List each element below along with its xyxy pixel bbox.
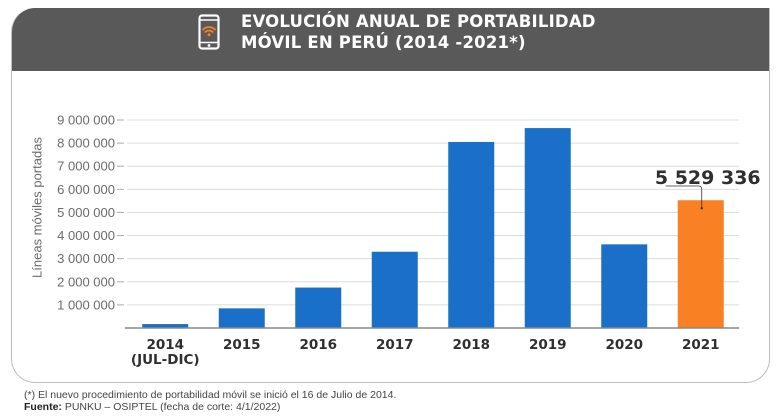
y-tick-label: 9 000 000	[57, 113, 115, 128]
y-tick-label: 4 000 000	[57, 228, 115, 243]
bar-2019	[524, 128, 571, 328]
y-tick-label: 7 000 000	[57, 159, 115, 174]
x-tick-label: 2015	[223, 337, 261, 353]
bar-2018	[448, 141, 495, 328]
source-note: Fuente: PUNKU – OSIPTEL (fecha de corte:…	[24, 401, 280, 413]
y-tick-label: 5 000 000	[57, 205, 115, 220]
x-tick-label: 2016	[299, 337, 337, 353]
chart-header	[12, 8, 769, 71]
x-tick-label: 2020	[605, 337, 643, 353]
bar-2021	[677, 200, 724, 328]
source-label: Fuente:	[24, 401, 62, 413]
smartphone-wifi-icon	[198, 14, 220, 50]
source-text: PUNKU – OSIPTEL (fecha de corte: 4/1/202…	[61, 401, 281, 413]
annotation-leader-line	[665, 185, 703, 209]
value-annotation: 5 529 336	[655, 167, 761, 189]
x-tick-label: 2021	[682, 337, 720, 353]
x-tick-label: 2019	[529, 337, 567, 353]
x-tick-label: 2014	[146, 337, 184, 353]
x-tick-label: 2018	[452, 337, 490, 353]
chart-title: EVOLUCIÓN ANUAL DE PORTABILIDAD MÓVIL EN…	[241, 11, 596, 53]
y-tick-label: 8 000 000	[57, 136, 115, 151]
x-tick-label: (JUL-DIC)	[131, 352, 200, 368]
bar-2020	[601, 244, 648, 328]
y-tick-label: 3 000 000	[57, 251, 115, 266]
y-tick-label: 1 000 000	[57, 297, 115, 312]
bar-2016	[295, 287, 342, 328]
annotation-dot	[700, 207, 703, 210]
x-tick-label: 2017	[376, 337, 414, 353]
title-line-2: MÓVIL EN PERÚ (2014 -2021*)	[241, 33, 526, 52]
bar-2017	[371, 251, 418, 328]
bar-2014	[142, 324, 189, 328]
y-tick-label: 2 000 000	[57, 274, 115, 289]
title-line-1: EVOLUCIÓN ANUAL DE PORTABILIDAD	[241, 12, 596, 31]
y-tick-label: 6 000 000	[57, 182, 115, 197]
footnote: (*) El nuevo procedimiento de portabilid…	[24, 389, 397, 401]
bar-2015	[218, 308, 265, 328]
